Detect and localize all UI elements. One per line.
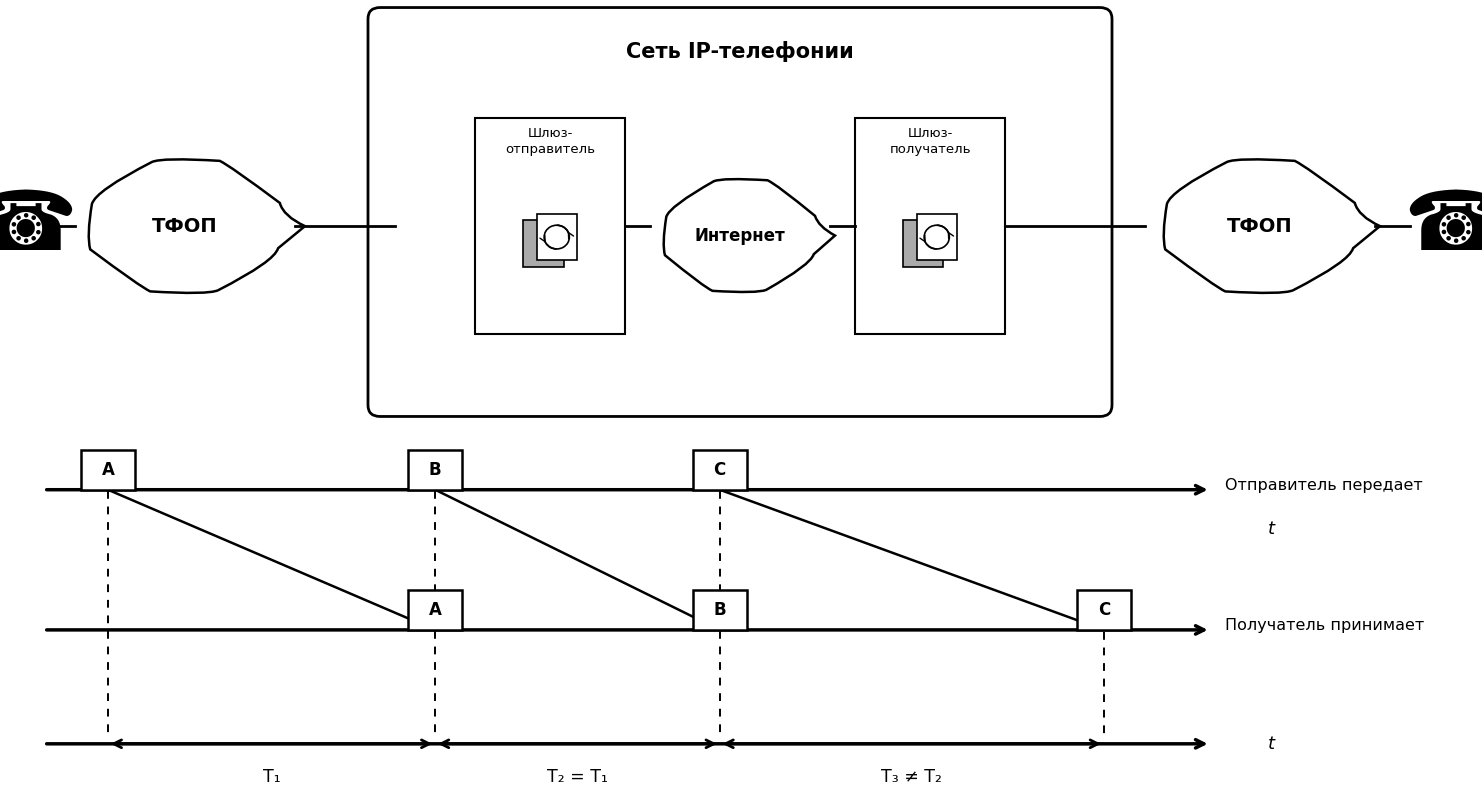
Text: Сеть IP-телефонии: Сеть IP-телефонии [625, 42, 854, 62]
Bar [1077, 590, 1131, 630]
Text: T₃ ≠ T₂: T₃ ≠ T₂ [882, 768, 943, 786]
Text: t: t [1267, 735, 1275, 753]
Bar [692, 590, 747, 630]
Text: C: C [1098, 601, 1110, 619]
Text: C: C [713, 461, 726, 479]
Text: Отправитель передает: Отправитель передает [1224, 478, 1423, 493]
Bar [692, 450, 747, 490]
Bar [476, 118, 625, 334]
Text: ТФОП: ТФОП [153, 217, 218, 236]
Bar [523, 220, 563, 266]
Text: Интернет: Интернет [695, 226, 785, 245]
Text: t: t [1267, 520, 1275, 538]
Bar [855, 118, 1005, 334]
Text: ТФОП: ТФОП [1227, 217, 1292, 236]
Text: ☎: ☎ [0, 186, 77, 266]
PathPatch shape [89, 159, 305, 293]
Text: Получатель принимает: Получатель принимает [1224, 618, 1424, 633]
Bar [408, 450, 462, 490]
FancyBboxPatch shape [368, 7, 1112, 417]
Text: A: A [101, 461, 114, 479]
Bar [916, 214, 957, 261]
Text: B: B [428, 461, 442, 479]
Text: ☎: ☎ [1403, 186, 1482, 266]
Bar [903, 220, 944, 266]
Text: B: B [713, 601, 726, 619]
Bar [536, 214, 576, 261]
Text: T₂ = T₁: T₂ = T₁ [547, 768, 608, 786]
Text: Шлюз-
отправитель: Шлюз- отправитель [505, 127, 594, 156]
Bar [82, 450, 135, 490]
Text: A: A [428, 601, 442, 619]
PathPatch shape [664, 179, 834, 292]
Text: Шлюз-
получатель: Шлюз- получатель [889, 127, 971, 156]
Text: T₁: T₁ [262, 768, 280, 786]
PathPatch shape [1163, 159, 1380, 293]
Bar [408, 590, 462, 630]
